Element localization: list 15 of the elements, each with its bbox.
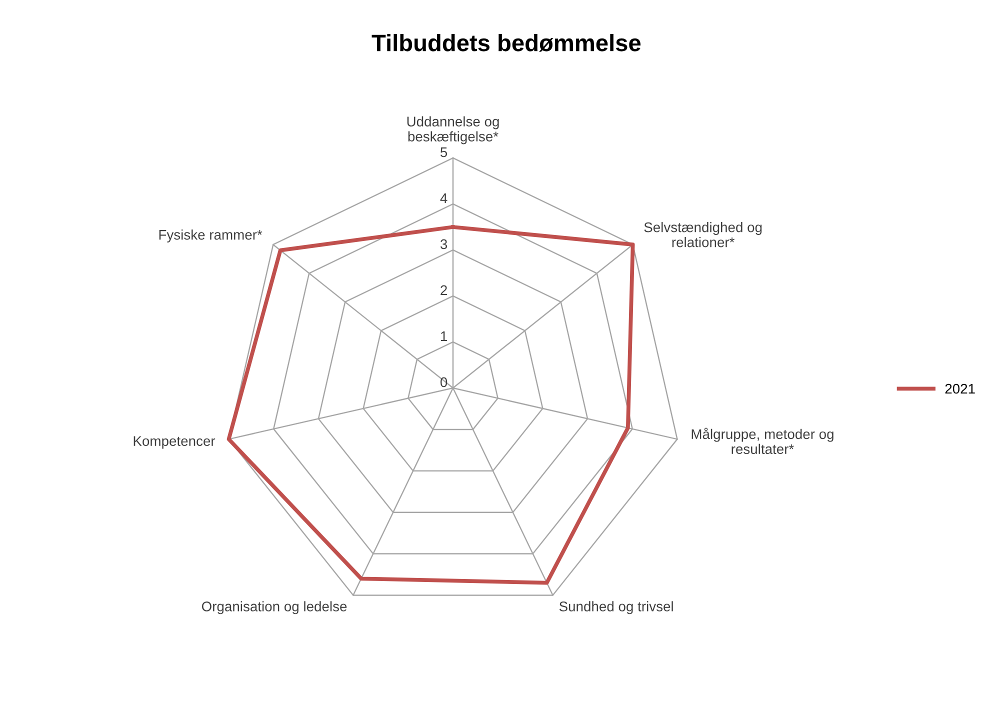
y-tick-label: 2	[440, 285, 447, 295]
legend-label: 2021	[945, 384, 975, 394]
y-tick-label: 4	[440, 193, 448, 203]
y-tick-label: 3	[440, 239, 448, 250]
y-tick-label: 5	[440, 147, 448, 158]
spoke-label: Målgruppe, metoder og resultater*	[692, 428, 834, 454]
spoke-label: Uddannelse og beskæftigelse*	[407, 116, 499, 144]
spoke-label: Fysiske rammer*	[159, 230, 262, 242]
spoke-label: Kompetencer	[134, 436, 216, 449]
spoke-label: Organisation og ledelse	[202, 601, 347, 614]
spoke-label: Sundhed og trivsel	[559, 601, 673, 614]
spoke-label: Selvstændighed og relationer*	[644, 222, 762, 248]
y-tick-label: 0	[440, 377, 448, 388]
chart-title: Tilbuddets bedømmelse	[372, 34, 641, 52]
y-tick-label: 1	[440, 331, 447, 341]
